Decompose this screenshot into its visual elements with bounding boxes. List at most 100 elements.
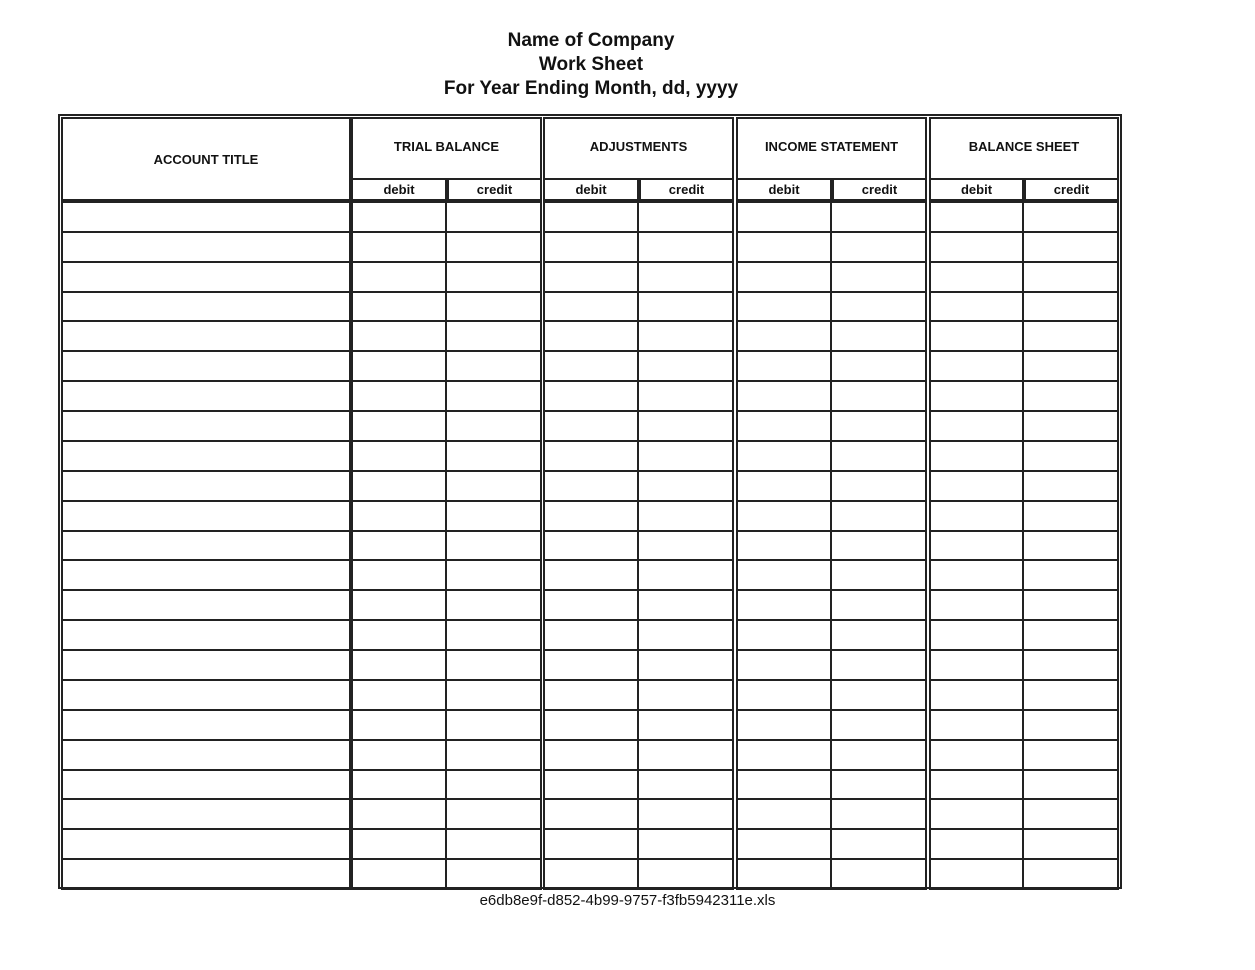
- adjustments-credit-cell[interactable]: [637, 440, 734, 472]
- balance-sheet-credit-cell[interactable]: [1022, 619, 1119, 651]
- account-title-cell[interactable]: [61, 231, 351, 263]
- adjustments-debit-cell[interactable]: [543, 649, 639, 681]
- trial-balance-credit-cell[interactable]: [445, 619, 542, 651]
- trial-balance-debit-cell[interactable]: [351, 440, 447, 472]
- income-statement-debit-cell[interactable]: [736, 709, 832, 741]
- balance-sheet-credit-cell[interactable]: [1022, 649, 1119, 681]
- balance-sheet-credit-cell[interactable]: [1022, 410, 1119, 442]
- trial-balance-debit-cell[interactable]: [351, 798, 447, 830]
- adjustments-debit-cell[interactable]: [543, 201, 639, 233]
- income-statement-debit-cell[interactable]: [736, 380, 832, 412]
- trial-balance-debit-cell[interactable]: [351, 679, 447, 711]
- balance-sheet-credit-cell[interactable]: [1022, 261, 1119, 293]
- income-statement-debit-cell[interactable]: [736, 201, 832, 233]
- balance-sheet-credit-cell[interactable]: [1022, 559, 1119, 591]
- account-title-cell[interactable]: [61, 619, 351, 651]
- trial-balance-credit-cell[interactable]: [445, 739, 542, 771]
- balance-sheet-debit-cell[interactable]: [929, 559, 1024, 591]
- trial-balance-credit-cell[interactable]: [445, 828, 542, 860]
- adjustments-debit-cell[interactable]: [543, 769, 639, 800]
- balance-sheet-debit-cell[interactable]: [929, 410, 1024, 442]
- account-title-cell[interactable]: [61, 410, 351, 442]
- trial-balance-debit-cell[interactable]: [351, 530, 447, 561]
- income-statement-debit-cell[interactable]: [736, 410, 832, 442]
- balance-sheet-credit-cell[interactable]: [1022, 380, 1119, 412]
- adjustments-credit-cell[interactable]: [637, 261, 734, 293]
- trial-balance-credit-cell[interactable]: [445, 350, 542, 382]
- adjustments-credit-cell[interactable]: [637, 410, 734, 442]
- adjustments-debit-cell[interactable]: [543, 679, 639, 711]
- balance-sheet-debit-cell[interactable]: [929, 320, 1024, 352]
- income-statement-debit-cell[interactable]: [736, 739, 832, 771]
- adjustments-debit-cell[interactable]: [543, 739, 639, 771]
- trial-balance-debit-cell[interactable]: [351, 380, 447, 412]
- trial-balance-credit-cell[interactable]: [445, 709, 542, 741]
- trial-balance-debit-cell[interactable]: [351, 739, 447, 771]
- trial-balance-credit-cell[interactable]: [445, 500, 542, 532]
- trial-balance-debit-cell[interactable]: [351, 470, 447, 502]
- account-title-cell[interactable]: [61, 380, 351, 412]
- trial-balance-credit-cell[interactable]: [445, 858, 542, 890]
- trial-balance-credit-cell[interactable]: [445, 201, 542, 233]
- balance-sheet-debit-cell[interactable]: [929, 589, 1024, 621]
- account-title-cell[interactable]: [61, 709, 351, 741]
- income-statement-credit-cell[interactable]: [830, 530, 927, 561]
- trial-balance-credit-cell[interactable]: [445, 291, 542, 322]
- adjustments-credit-cell[interactable]: [637, 709, 734, 741]
- trial-balance-debit-cell[interactable]: [351, 649, 447, 681]
- income-statement-credit-cell[interactable]: [830, 320, 927, 352]
- adjustments-debit-cell[interactable]: [543, 380, 639, 412]
- balance-sheet-debit-cell[interactable]: [929, 440, 1024, 472]
- income-statement-credit-cell[interactable]: [830, 291, 927, 322]
- trial-balance-debit-cell[interactable]: [351, 619, 447, 651]
- account-title-cell[interactable]: [61, 350, 351, 382]
- account-title-cell[interactable]: [61, 828, 351, 860]
- adjustments-credit-cell[interactable]: [637, 649, 734, 681]
- balance-sheet-credit-cell[interactable]: [1022, 589, 1119, 621]
- account-title-cell[interactable]: [61, 649, 351, 681]
- adjustments-debit-cell[interactable]: [543, 350, 639, 382]
- adjustments-credit-cell[interactable]: [637, 798, 734, 830]
- income-statement-debit-cell[interactable]: [736, 440, 832, 472]
- balance-sheet-debit-cell[interactable]: [929, 619, 1024, 651]
- income-statement-credit-cell[interactable]: [830, 858, 927, 890]
- adjustments-credit-cell[interactable]: [637, 500, 734, 532]
- income-statement-debit-cell[interactable]: [736, 769, 832, 800]
- income-statement-debit-cell[interactable]: [736, 559, 832, 591]
- trial-balance-credit-cell[interactable]: [445, 649, 542, 681]
- adjustments-debit-cell[interactable]: [543, 858, 639, 890]
- income-statement-credit-cell[interactable]: [830, 769, 927, 800]
- trial-balance-credit-cell[interactable]: [445, 530, 542, 561]
- balance-sheet-credit-cell[interactable]: [1022, 769, 1119, 800]
- income-statement-debit-cell[interactable]: [736, 231, 832, 263]
- income-statement-debit-cell[interactable]: [736, 261, 832, 293]
- balance-sheet-credit-cell[interactable]: [1022, 679, 1119, 711]
- account-title-cell[interactable]: [61, 440, 351, 472]
- income-statement-credit-cell[interactable]: [830, 380, 927, 412]
- balance-sheet-debit-cell[interactable]: [929, 231, 1024, 263]
- income-statement-credit-cell[interactable]: [830, 201, 927, 233]
- account-title-cell[interactable]: [61, 798, 351, 830]
- trial-balance-debit-cell[interactable]: [351, 500, 447, 532]
- adjustments-credit-cell[interactable]: [637, 739, 734, 771]
- balance-sheet-credit-cell[interactable]: [1022, 470, 1119, 502]
- trial-balance-debit-cell[interactable]: [351, 201, 447, 233]
- income-statement-credit-cell[interactable]: [830, 828, 927, 860]
- trial-balance-credit-cell[interactable]: [445, 470, 542, 502]
- adjustments-credit-cell[interactable]: [637, 769, 734, 800]
- income-statement-debit-cell[interactable]: [736, 589, 832, 621]
- income-statement-credit-cell[interactable]: [830, 261, 927, 293]
- adjustments-credit-cell[interactable]: [637, 619, 734, 651]
- balance-sheet-debit-cell[interactable]: [929, 798, 1024, 830]
- account-title-cell[interactable]: [61, 769, 351, 800]
- adjustments-debit-cell[interactable]: [543, 320, 639, 352]
- trial-balance-credit-cell[interactable]: [445, 231, 542, 263]
- trial-balance-credit-cell[interactable]: [445, 589, 542, 621]
- balance-sheet-debit-cell[interactable]: [929, 739, 1024, 771]
- adjustments-debit-cell[interactable]: [543, 470, 639, 502]
- balance-sheet-debit-cell[interactable]: [929, 470, 1024, 502]
- balance-sheet-debit-cell[interactable]: [929, 350, 1024, 382]
- balance-sheet-credit-cell[interactable]: [1022, 440, 1119, 472]
- account-title-cell[interactable]: [61, 739, 351, 771]
- adjustments-debit-cell[interactable]: [543, 589, 639, 621]
